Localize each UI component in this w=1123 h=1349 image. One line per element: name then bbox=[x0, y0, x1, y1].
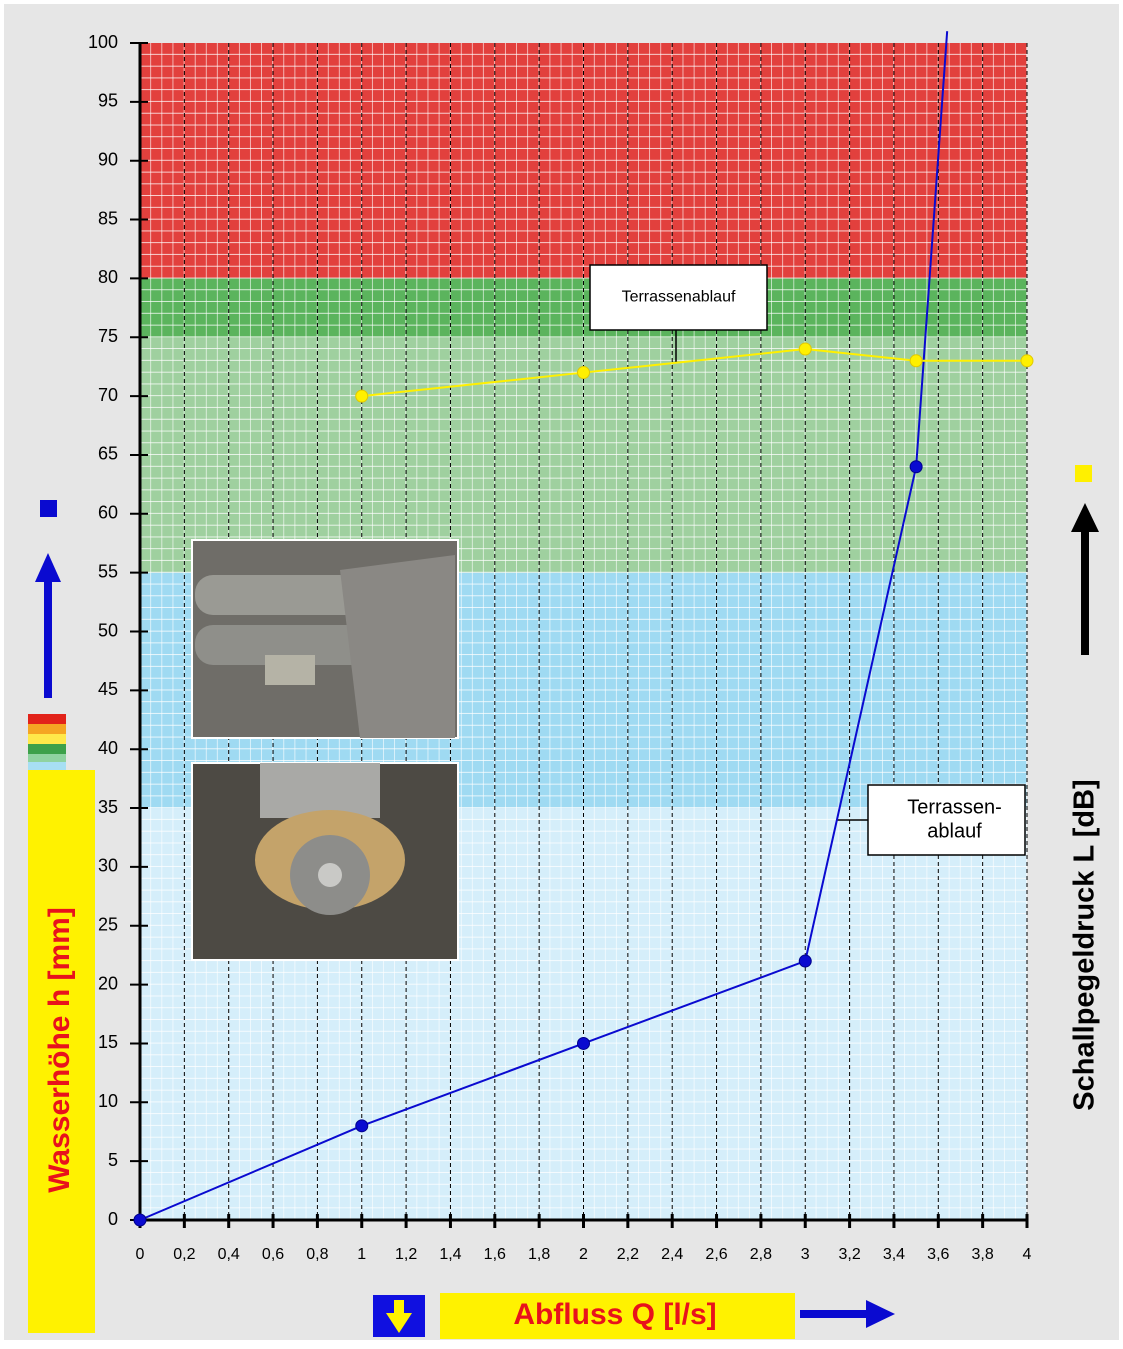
y-tick-label: 85 bbox=[98, 208, 118, 228]
y-tick-label: 65 bbox=[98, 444, 118, 464]
y-tick-label: 20 bbox=[98, 973, 118, 993]
annotation: Terrassen- bbox=[907, 796, 1001, 818]
x-tick-label: 1,4 bbox=[439, 1246, 461, 1263]
arrow bbox=[35, 503, 1099, 1337]
xlabel-box bbox=[440, 1293, 795, 1339]
x-tick-label: 0,8 bbox=[306, 1246, 328, 1263]
x-tick-label: 3,4 bbox=[883, 1246, 905, 1263]
x-tick-label: 0,4 bbox=[218, 1246, 240, 1263]
y-tick-label: 35 bbox=[98, 797, 118, 817]
series-swatch bbox=[40, 500, 57, 517]
series-swatch bbox=[1075, 465, 1092, 482]
data-point bbox=[1020, 354, 1034, 368]
y-tick-label: 0 bbox=[108, 1209, 118, 1229]
x-tick-label: 0 bbox=[136, 1246, 145, 1263]
x-tick-label: 2,2 bbox=[617, 1246, 639, 1263]
y-tick-label: 60 bbox=[98, 503, 118, 523]
callout-box bbox=[867, 784, 1026, 856]
y-tick-label: 50 bbox=[98, 620, 118, 640]
y-tick-label: 80 bbox=[98, 267, 118, 287]
data-point bbox=[355, 1119, 369, 1133]
photo bbox=[191, 539, 459, 961]
x-tick-label: 1,2 bbox=[395, 1246, 417, 1263]
y-tick-label: 90 bbox=[98, 149, 118, 169]
y-tick-label: 10 bbox=[98, 1091, 118, 1111]
y2-axis-label: Schallpegeldruck L [dB] bbox=[1069, 779, 1101, 1110]
x-tick-label: 4 bbox=[1023, 1246, 1032, 1263]
y-tick-label: 70 bbox=[98, 385, 118, 405]
x-tick-label: 2 bbox=[579, 1246, 588, 1263]
x-tick-label: 1 bbox=[357, 1246, 366, 1263]
y-tick-label: 5 bbox=[108, 1150, 118, 1170]
data-point bbox=[909, 354, 923, 368]
data-point bbox=[909, 460, 923, 474]
y-tick-label: 25 bbox=[98, 915, 118, 935]
x-axis-label: Abfluss Q [l/s] bbox=[513, 1298, 716, 1331]
ylabel-box bbox=[28, 770, 95, 1333]
x-tick-label: 3,8 bbox=[972, 1246, 994, 1263]
x-tick-label: 2,8 bbox=[750, 1246, 772, 1263]
data-point bbox=[133, 1213, 147, 1227]
x-tick-label: 1,6 bbox=[484, 1246, 506, 1263]
series-line bbox=[139, 31, 949, 1221]
annotation: Terrassenablauf bbox=[622, 289, 736, 306]
color-key bbox=[28, 714, 66, 770]
y-tick-label: 55 bbox=[98, 561, 118, 581]
callout-box bbox=[589, 264, 768, 331]
data-point bbox=[798, 954, 812, 968]
annotation: ablauf bbox=[927, 820, 982, 842]
x-tick-label: 0,6 bbox=[262, 1246, 284, 1263]
data-point bbox=[798, 342, 812, 356]
x-tick-label: 2,4 bbox=[661, 1246, 683, 1263]
x-tick-label: 3,2 bbox=[838, 1246, 860, 1263]
x-tick-label: 3,6 bbox=[927, 1246, 949, 1263]
y-tick-label: 75 bbox=[98, 326, 118, 346]
y-tick-label: 45 bbox=[98, 679, 118, 699]
y-tick-label: 30 bbox=[98, 856, 118, 876]
y-tick-label: 40 bbox=[98, 738, 118, 758]
y-tick-label: 95 bbox=[98, 91, 118, 111]
x-tick-label: 2,6 bbox=[705, 1246, 727, 1263]
data-point bbox=[355, 389, 369, 403]
plot: 0 0,2 0,4 0,6 0,8 1 1,2 1,4 1,6 1,8 2 2,2 2,4 2,6 2,8 3… bbox=[88, 31, 1034, 1263]
y-tick-label: 15 bbox=[98, 1032, 118, 1052]
x-tick-label: 3 bbox=[801, 1246, 810, 1263]
y-axis-label: Wasserhöhe h [mm] bbox=[43, 907, 76, 1193]
x-tick-label: 1,8 bbox=[528, 1246, 550, 1263]
x-tick-label: 0,2 bbox=[173, 1246, 195, 1263]
y-tick-label: 100 bbox=[88, 32, 118, 52]
data-point bbox=[577, 1036, 590, 1050]
data-point bbox=[577, 366, 590, 380]
